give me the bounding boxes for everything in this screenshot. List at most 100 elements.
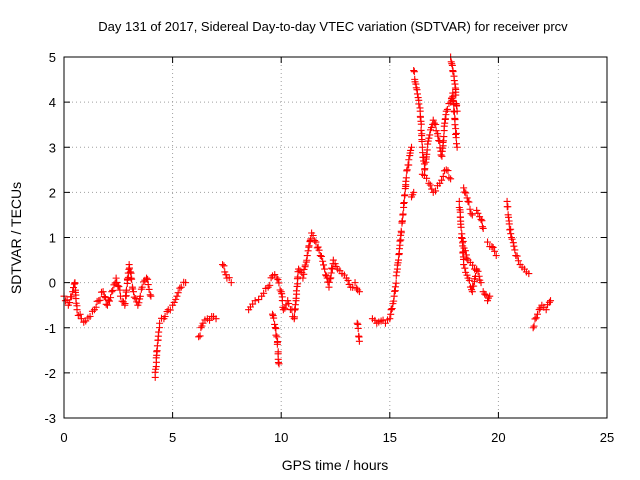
- x-tick-label: 10: [274, 430, 288, 445]
- data-point-marker: [391, 283, 399, 291]
- data-point-marker: [328, 264, 336, 272]
- data-point-marker: [225, 274, 233, 282]
- data-point-marker: [321, 265, 329, 273]
- data-point-marker: [305, 242, 313, 250]
- data-point-marker: [144, 281, 152, 289]
- data-point-marker: [138, 283, 146, 291]
- data-point-marker: [505, 213, 513, 221]
- data-point-marker: [71, 279, 79, 287]
- data-point-marker: [460, 184, 468, 192]
- data-point-marker: [458, 234, 466, 242]
- data-point-marker: [531, 315, 539, 323]
- y-tick-label: 4: [49, 95, 56, 110]
- data-point-marker: [423, 174, 431, 182]
- data-point-marker: [76, 310, 84, 318]
- data-point-marker: [428, 185, 436, 193]
- data-point-marker: [130, 288, 138, 296]
- data-point-marker: [407, 146, 415, 154]
- data-point-marker: [279, 306, 287, 314]
- data-point-marker: [291, 306, 299, 314]
- data-point-marker: [156, 319, 164, 327]
- data-point-marker: [136, 292, 144, 300]
- data-point-marker: [453, 101, 461, 109]
- data-point-marker: [475, 272, 483, 280]
- data-point-marker: [417, 126, 425, 134]
- data-point-marker: [147, 292, 155, 300]
- data-point-marker: [320, 261, 328, 269]
- data-point-marker: [445, 174, 453, 182]
- x-tick-label: 0: [60, 430, 67, 445]
- data-point-marker: [275, 279, 283, 287]
- data-point-marker: [292, 287, 300, 295]
- data-point-marker: [504, 203, 512, 211]
- data-point-marker: [317, 252, 325, 260]
- data-point-marker: [508, 235, 516, 243]
- axis-ticks: [63, 56, 608, 419]
- data-point-marker: [344, 276, 352, 284]
- data-point-marker: [410, 67, 418, 75]
- data-point-marker: [426, 181, 434, 189]
- data-point-marker: [542, 306, 550, 314]
- data-point-marker: [122, 286, 130, 294]
- data-point-marker: [474, 267, 482, 275]
- data-point-marker: [489, 243, 497, 251]
- data-point-marker: [144, 275, 152, 283]
- data-point-marker: [397, 227, 405, 235]
- data-point-marker: [533, 310, 541, 318]
- data-point-marker: [423, 146, 431, 154]
- data-point-marker: [401, 191, 409, 199]
- data-point-marker: [410, 188, 418, 196]
- data-point-marker: [172, 295, 180, 303]
- data-point-marker: [441, 119, 449, 127]
- data-point-marker: [438, 176, 446, 184]
- data-point-marker: [349, 283, 357, 291]
- data-point-marker: [461, 247, 469, 255]
- data-point-marker: [121, 299, 129, 307]
- data-point-marker: [535, 306, 543, 314]
- data-point-marker: [353, 319, 361, 327]
- data-point-marker: [477, 215, 485, 223]
- data-point-marker: [444, 167, 452, 175]
- data-point-marker: [206, 316, 214, 324]
- data-point-marker: [452, 134, 460, 142]
- data-point-marker: [107, 294, 115, 302]
- data-point-marker: [291, 313, 299, 321]
- data-point-marker: [273, 333, 281, 341]
- data-point-marker: [61, 297, 69, 305]
- data-point-marker: [274, 359, 282, 367]
- data-point-marker: [463, 194, 471, 202]
- data-point-marker: [511, 246, 519, 254]
- data-point-marker: [448, 60, 456, 68]
- data-point-marker: [470, 282, 478, 290]
- data-point-marker: [197, 324, 205, 332]
- data-point-marker: [387, 305, 395, 313]
- data-point-marker: [170, 298, 178, 306]
- data-point-marker: [464, 197, 472, 205]
- data-point-marker: [299, 274, 307, 282]
- data-point-marker: [285, 299, 293, 307]
- data-point-marker: [400, 199, 408, 207]
- data-point-marker: [525, 270, 533, 278]
- data-point-marker: [266, 281, 274, 289]
- data-point-marker: [140, 278, 148, 286]
- data-point-marker: [100, 293, 108, 301]
- data-point-marker: [325, 278, 333, 286]
- data-point-marker: [195, 333, 203, 341]
- data-point-marker: [116, 286, 124, 294]
- data-point-marker: [467, 210, 475, 218]
- data-point-marker: [273, 274, 281, 282]
- data-point-marker: [393, 268, 401, 276]
- data-point-marker: [355, 288, 363, 296]
- data-point-marker: [471, 265, 479, 273]
- y-tick-label: -2: [44, 366, 56, 381]
- data-point-marker: [322, 271, 330, 279]
- data-point-marker: [547, 297, 555, 305]
- data-point-marker: [492, 252, 500, 260]
- data-point-marker: [143, 274, 151, 282]
- data-point-marker: [273, 340, 281, 348]
- data-point-marker: [445, 100, 453, 108]
- data-point-marker: [450, 77, 458, 85]
- y-tick-label: 5: [49, 50, 56, 65]
- data-point-marker: [443, 105, 451, 113]
